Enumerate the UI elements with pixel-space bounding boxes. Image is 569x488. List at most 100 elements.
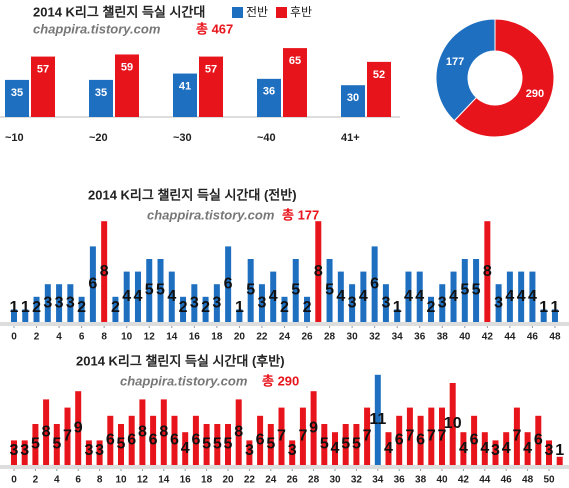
x-tick-label: 42	[458, 475, 470, 486]
x-tick-label: 14	[158, 475, 170, 486]
x-tick-label: 8	[101, 332, 107, 343]
value-label: 4	[359, 288, 368, 305]
bar	[337, 271, 344, 322]
x-tick-label: 18	[201, 475, 213, 486]
bar	[529, 271, 536, 322]
value-label: 1	[10, 299, 19, 316]
value-label: 5	[341, 436, 350, 453]
value-label: 6	[88, 275, 97, 292]
x-tick-label: 44	[504, 332, 516, 343]
bar	[21, 440, 28, 465]
value-label: 5	[320, 436, 329, 453]
bar	[139, 399, 146, 465]
bar	[461, 259, 468, 322]
value-label: 41	[179, 80, 191, 92]
x-tick-label: ~10	[5, 132, 24, 144]
value-label: 1	[235, 299, 244, 316]
value-label: 36	[263, 86, 275, 98]
value-label: 3	[43, 294, 52, 311]
pie-slice	[453, 18, 555, 138]
bar	[150, 415, 157, 465]
bar	[246, 440, 253, 465]
x-tick-label: 40	[459, 332, 471, 343]
value-label: 57	[205, 63, 217, 75]
value-label: 4	[384, 440, 393, 457]
bar	[471, 415, 478, 465]
value-label: 1	[551, 299, 560, 316]
x-tick-label: 16	[189, 332, 201, 343]
value-label: 2	[77, 299, 86, 316]
x-tick-label: 34	[392, 332, 404, 343]
value-label: 1	[21, 299, 30, 316]
value-label: 6	[470, 432, 479, 449]
value-label: 4	[415, 288, 424, 305]
bar	[5, 79, 29, 117]
value-label: 2	[280, 299, 289, 316]
bar	[540, 309, 547, 322]
bar	[439, 284, 446, 322]
bar	[406, 407, 413, 465]
value-label: 4	[404, 288, 413, 305]
value-label: 5	[52, 436, 61, 453]
bar	[495, 284, 502, 322]
bar	[289, 440, 296, 465]
value-label: 3	[95, 442, 104, 459]
bar	[89, 79, 113, 117]
x-tick-label: 26	[287, 475, 299, 486]
bar	[278, 407, 285, 465]
value-label: 7	[427, 428, 436, 445]
value-label: 3	[545, 442, 554, 459]
value-label: 4	[449, 288, 458, 305]
value-label: 5	[246, 282, 255, 299]
x-tick-label: 32	[369, 332, 381, 343]
chart-title: 2014 K리그 챌린지 득실 시간대 (전반)	[88, 187, 297, 202]
bar	[326, 259, 333, 322]
bar	[107, 415, 114, 465]
bar	[182, 432, 189, 465]
bar	[112, 296, 119, 322]
value-label: 3	[84, 442, 93, 459]
x-tick-label: 48	[522, 475, 534, 486]
value-label: 5	[156, 282, 165, 299]
bar	[382, 284, 389, 322]
x-tick-label: 46	[501, 475, 513, 486]
x-tick-label: 28	[308, 475, 320, 486]
bar	[270, 271, 277, 322]
value-label: 3	[212, 294, 221, 311]
value-label: 5	[460, 282, 469, 299]
chart-title: 2014 K리그 챌린지 득실 시간대	[33, 4, 205, 19]
x-tick-label: 48	[549, 332, 561, 343]
bar	[22, 309, 29, 322]
x-tick-label: 4	[54, 475, 60, 486]
x-tick-label: 6	[79, 332, 85, 343]
bar	[460, 432, 467, 465]
x-tick-label: 14	[166, 332, 178, 343]
bar	[101, 221, 108, 322]
bar	[364, 407, 371, 465]
value-label: 3	[66, 294, 75, 311]
value-label: 6	[170, 432, 179, 449]
value-label: 2	[201, 299, 210, 316]
bar	[31, 56, 55, 117]
x-tick-label: 46	[527, 332, 539, 343]
x-tick-label: 36	[394, 475, 406, 486]
total-label: 총 177	[282, 207, 319, 222]
x-tick-label: 20	[222, 475, 234, 486]
x-tick-label: 28	[324, 332, 336, 343]
value-label: 3	[348, 294, 357, 311]
value-label: 3	[381, 294, 390, 311]
bar	[535, 415, 542, 465]
value-label: 4	[336, 288, 345, 305]
value-label: 8	[42, 423, 51, 440]
value-label: 8	[314, 263, 323, 280]
bar	[417, 415, 424, 465]
value-label: 4	[269, 288, 278, 305]
x-tick-label: 44	[479, 475, 491, 486]
x-tick-label: 42	[482, 332, 494, 343]
bar	[247, 259, 254, 322]
x-tick-label: 32	[351, 475, 363, 486]
value-label: 8	[234, 423, 243, 440]
x-tick-label: 26	[301, 332, 313, 343]
bar	[32, 424, 39, 465]
subtitle: chappira.tistory.com	[147, 207, 275, 222]
